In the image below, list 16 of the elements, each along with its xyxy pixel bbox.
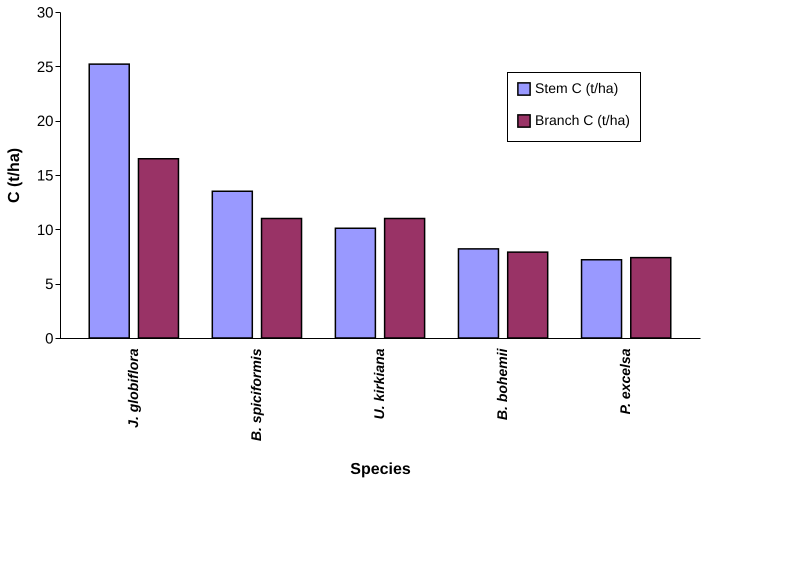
x-tick-label: P. excelsa xyxy=(617,348,634,414)
x-axis-title: Species xyxy=(350,461,411,478)
y-tick-label: 30 xyxy=(36,4,54,22)
legend-label: Branch C (t/ha) xyxy=(535,112,630,128)
y-tick-label: 15 xyxy=(36,168,54,184)
x-tick-label: U. kirkiana xyxy=(371,348,387,420)
x-tick-label: B. spiciformis xyxy=(248,348,264,442)
x-tick-label: B. bohemii xyxy=(494,347,510,420)
y-tick-label: 10 xyxy=(36,222,54,239)
legend-label: Stem C (t/ha) xyxy=(535,80,618,96)
y-tick-label: 25 xyxy=(36,58,54,76)
y-tick-label: 5 xyxy=(45,276,54,294)
y-axis-title: C (t/ha) xyxy=(6,148,23,204)
y-tick-label: 20 xyxy=(36,113,54,130)
x-tick-label: J. globiflora xyxy=(124,348,141,428)
y-tick-label: 0 xyxy=(45,330,54,348)
